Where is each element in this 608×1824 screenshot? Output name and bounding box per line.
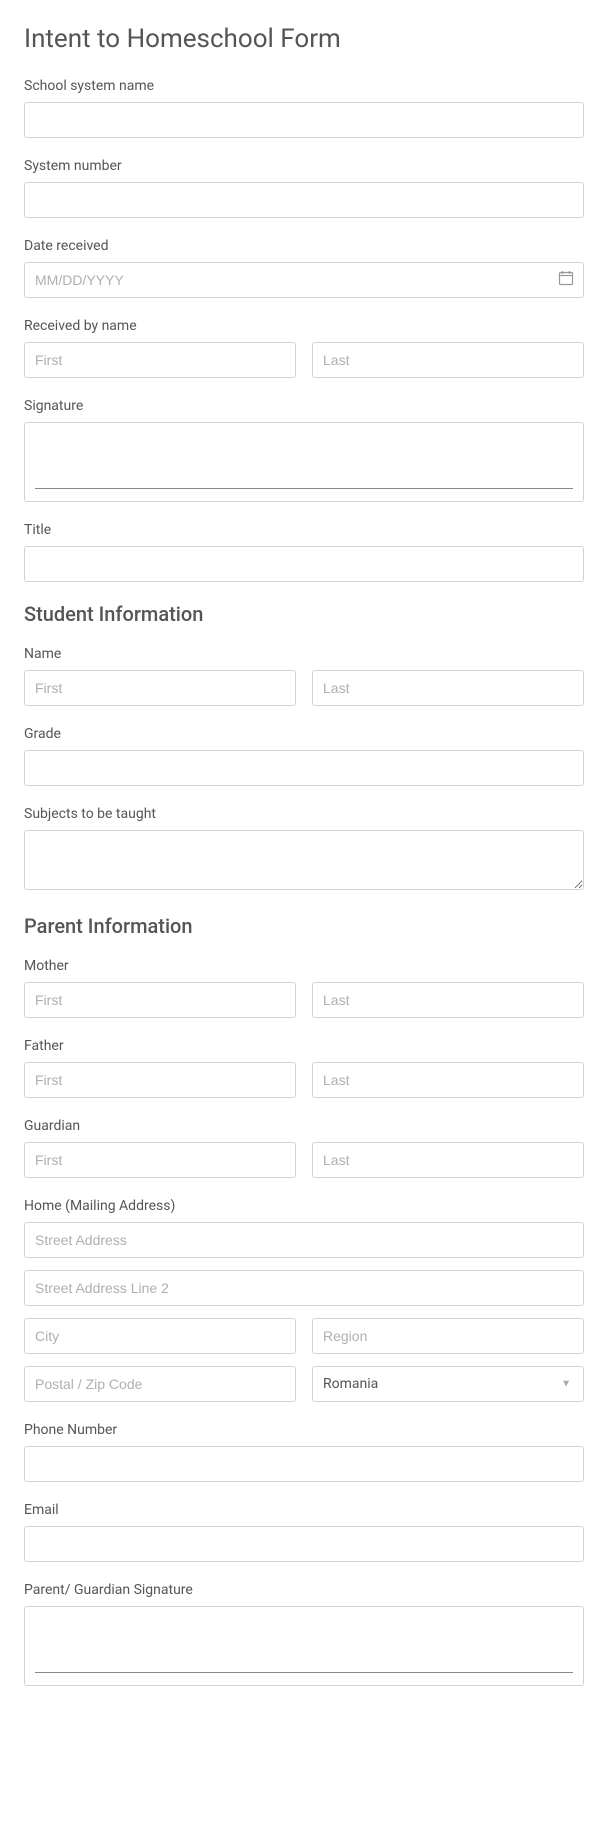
student-last-input[interactable] (312, 670, 584, 706)
title-label: Title (24, 522, 584, 538)
subjects-textarea[interactable] (24, 830, 584, 890)
street2-input[interactable] (24, 1270, 584, 1306)
signature-pad[interactable] (24, 422, 584, 502)
phone-label: Phone Number (24, 1422, 584, 1438)
guardian-signature-line (35, 1672, 573, 1673)
grade-input[interactable] (24, 750, 584, 786)
page-title: Intent to Homeschool Form (24, 24, 584, 54)
email-label: Email (24, 1502, 584, 1518)
mother-last-input[interactable] (312, 982, 584, 1018)
student-name-label: Name (24, 646, 584, 662)
guardian-label: Guardian (24, 1118, 584, 1134)
chevron-down-icon: ▼ (561, 1379, 571, 1390)
grade-label: Grade (24, 726, 584, 742)
father-label: Father (24, 1038, 584, 1054)
received-by-first-input[interactable] (24, 342, 296, 378)
father-last-input[interactable] (312, 1062, 584, 1098)
city-input[interactable] (24, 1318, 296, 1354)
school-system-label: School system name (24, 78, 584, 94)
guardian-signature-label: Parent/ Guardian Signature (24, 1582, 584, 1598)
mother-label: Mother (24, 958, 584, 974)
received-by-last-input[interactable] (312, 342, 584, 378)
student-first-input[interactable] (24, 670, 296, 706)
email-input[interactable] (24, 1526, 584, 1562)
system-number-label: System number (24, 158, 584, 174)
country-selected-value: Romania (323, 1376, 378, 1392)
subjects-label: Subjects to be taught (24, 806, 584, 822)
date-received-input[interactable] (24, 262, 584, 298)
street-input[interactable] (24, 1222, 584, 1258)
signature-line (35, 488, 573, 489)
title-input[interactable] (24, 546, 584, 582)
father-first-input[interactable] (24, 1062, 296, 1098)
signature-label: Signature (24, 398, 584, 414)
student-section-heading: Student Information (24, 602, 584, 626)
guardian-first-input[interactable] (24, 1142, 296, 1178)
postal-input[interactable] (24, 1366, 296, 1402)
received-by-label: Received by name (24, 318, 584, 334)
country-select[interactable]: Romania ▼ (312, 1366, 584, 1402)
mother-first-input[interactable] (24, 982, 296, 1018)
guardian-signature-pad[interactable] (24, 1606, 584, 1686)
guardian-last-input[interactable] (312, 1142, 584, 1178)
school-system-input[interactable] (24, 102, 584, 138)
phone-input[interactable] (24, 1446, 584, 1482)
region-input[interactable] (312, 1318, 584, 1354)
address-label: Home (Mailing Address) (24, 1198, 584, 1214)
date-received-label: Date received (24, 238, 584, 254)
system-number-input[interactable] (24, 182, 584, 218)
parent-section-heading: Parent Information (24, 914, 584, 938)
